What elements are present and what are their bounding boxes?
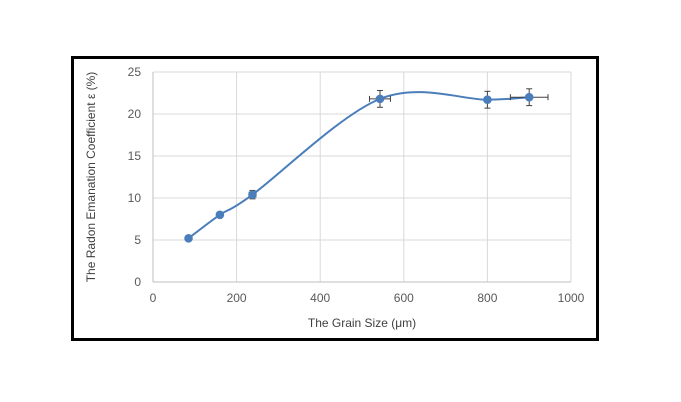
x-tick-label: 1000 — [558, 291, 585, 305]
x-tick-labels: 0 200 400 600 800 1000 — [150, 291, 585, 305]
data-point — [184, 234, 193, 243]
data-point — [524, 92, 534, 102]
data-point — [483, 95, 492, 105]
axes — [152, 72, 571, 283]
y-tick-label: 5 — [134, 233, 141, 247]
y-tick-label: 25 — [128, 65, 142, 79]
data-point — [215, 210, 225, 220]
data-point — [375, 94, 385, 104]
x-tick-label: 0 — [150, 291, 157, 305]
y-tick-label: 20 — [128, 107, 142, 121]
x-tick-label: 800 — [477, 291, 497, 305]
x-axis-title: The Grain Size (μm) — [308, 316, 416, 330]
y-tick-label: 10 — [128, 191, 142, 205]
y-axis-title: The Radon Emanation Coefficient ε (%) — [84, 72, 98, 283]
x-tick-label: 600 — [394, 291, 414, 305]
y-tick-label: 15 — [128, 149, 142, 163]
y-tick-labels: 0 5 10 15 20 25 — [128, 65, 142, 289]
grid — [153, 71, 572, 282]
x-tick-label: 200 — [227, 291, 247, 305]
y-tick-label: 0 — [134, 275, 141, 289]
data-points — [184, 92, 534, 243]
data-point — [248, 190, 257, 199]
x-tick-label: 400 — [310, 291, 330, 305]
